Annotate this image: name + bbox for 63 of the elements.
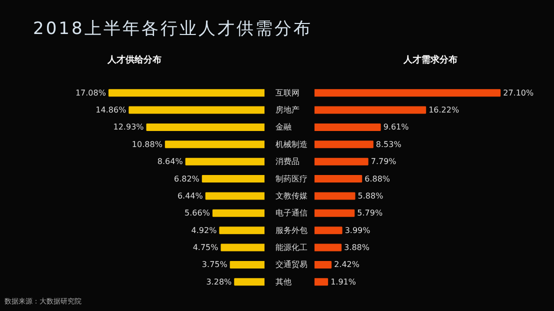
bar bbox=[314, 89, 501, 97]
data-label: 27.10% bbox=[503, 88, 534, 98]
bar bbox=[314, 226, 342, 234]
bar bbox=[314, 106, 426, 114]
y-tick-label: 交通贸易 bbox=[276, 260, 308, 270]
bar bbox=[314, 192, 356, 200]
y-tick-label: 能源化工 bbox=[276, 243, 308, 252]
bar bbox=[314, 244, 342, 252]
bar bbox=[212, 209, 264, 217]
bar bbox=[314, 209, 355, 217]
data-label: 7.79% bbox=[370, 157, 397, 166]
chart-title: 2018上半年各行业人才供需分布 bbox=[33, 18, 312, 41]
data-label: 3.75% bbox=[202, 260, 228, 270]
data-label: 14.86% bbox=[96, 106, 127, 115]
bar bbox=[314, 140, 374, 148]
bar bbox=[202, 175, 264, 183]
bar bbox=[219, 226, 264, 234]
chart-title: 人才需求分布 bbox=[402, 54, 458, 66]
y-tick-label: 电子通信 bbox=[276, 208, 308, 218]
bar bbox=[230, 260, 264, 268]
data-label: 1.91% bbox=[330, 277, 356, 286]
data-label: 4.92% bbox=[191, 226, 218, 235]
data-label: 8.53% bbox=[376, 140, 402, 149]
data-label: 6.82% bbox=[174, 174, 200, 184]
bar bbox=[220, 244, 264, 252]
y-tick-label: 制药医疗 bbox=[276, 174, 308, 184]
bar bbox=[164, 140, 264, 148]
y-tick-label: 金融 bbox=[276, 122, 292, 132]
y-tick-label: 消费品 bbox=[276, 157, 300, 166]
chart-subtitle: 人才供给分布 bbox=[106, 54, 162, 66]
data-label: 3.28% bbox=[206, 277, 232, 286]
data-label: 2.42% bbox=[334, 260, 360, 270]
y-tick-label: 服务外包 bbox=[276, 226, 308, 235]
data-label: 6.44% bbox=[177, 191, 204, 200]
bar bbox=[108, 89, 264, 97]
bar bbox=[128, 106, 264, 114]
bar bbox=[205, 192, 264, 200]
data-label: 10.88% bbox=[132, 140, 163, 149]
y-tick-label: 文教传媒 bbox=[276, 191, 308, 200]
data-label: 9.61% bbox=[383, 122, 410, 132]
bar bbox=[314, 278, 328, 286]
y-tick-label: 机械制造 bbox=[276, 140, 308, 149]
data-label: 4.75% bbox=[192, 243, 219, 252]
bar bbox=[146, 123, 264, 131]
data-label: 3.99% bbox=[344, 226, 371, 235]
bar bbox=[234, 278, 264, 286]
data-label: 5.88% bbox=[358, 191, 384, 200]
bar bbox=[185, 158, 264, 166]
y-tick-label: 其他 bbox=[276, 277, 292, 286]
data-label: 5.66% bbox=[184, 208, 210, 218]
bar bbox=[314, 158, 368, 166]
y-tick-label: 房地产 bbox=[276, 106, 300, 115]
y-tick-label: 互联网 bbox=[276, 88, 300, 98]
bar bbox=[314, 260, 332, 268]
bar bbox=[314, 123, 381, 131]
data-label: 8.64% bbox=[157, 157, 184, 166]
bar bbox=[314, 175, 362, 183]
data-label: 6.88% bbox=[364, 174, 390, 184]
data-label: 16.22% bbox=[428, 106, 460, 115]
data-label: 12.93% bbox=[113, 122, 144, 132]
data-label: 3.88% bbox=[344, 243, 370, 252]
data-label: 5.79% bbox=[357, 208, 383, 218]
data-label: 17.08% bbox=[75, 88, 106, 98]
